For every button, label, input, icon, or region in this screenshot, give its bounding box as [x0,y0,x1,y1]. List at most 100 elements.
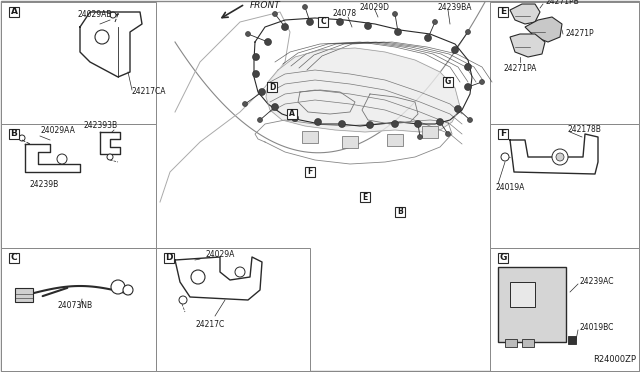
Bar [443,77,453,87]
Bar [490,124,639,248]
Circle shape [552,149,568,165]
Circle shape [417,135,422,140]
Circle shape [424,35,431,42]
Bar [498,253,508,263]
Circle shape [415,121,422,128]
Polygon shape [266,48,460,132]
Circle shape [337,19,344,26]
Circle shape [179,296,187,304]
Text: 24217CA: 24217CA [132,87,166,96]
Bar [9,253,19,263]
Text: 24029AB: 24029AB [77,10,112,19]
Circle shape [123,285,133,295]
Circle shape [465,64,472,71]
Text: G: G [445,77,451,87]
Text: 24029AA: 24029AA [40,126,76,135]
Circle shape [246,32,250,36]
Text: A: A [289,109,295,119]
Circle shape [367,122,374,128]
Polygon shape [510,34,545,57]
Text: C: C [11,253,17,263]
Circle shape [392,12,397,16]
Bar [498,267,566,342]
Circle shape [467,118,472,122]
Text: F: F [500,129,506,138]
Bar [305,167,315,177]
Bar [568,336,576,344]
Text: 24239B: 24239B [30,180,60,189]
Text: D: D [269,83,275,92]
Circle shape [111,280,125,294]
Text: 24239AC: 24239AC [580,278,614,286]
Text: 24029A: 24029A [205,250,235,259]
Circle shape [436,119,444,125]
Text: E: E [500,7,506,16]
Circle shape [259,89,266,96]
Circle shape [365,22,371,29]
Circle shape [451,46,458,54]
Circle shape [445,131,451,137]
Circle shape [394,29,401,35]
Text: 24271P: 24271P [565,29,594,38]
Circle shape [339,121,346,128]
Text: G: G [499,253,507,263]
Circle shape [235,267,245,277]
Circle shape [501,153,509,161]
Circle shape [107,154,113,160]
Circle shape [307,19,314,26]
Text: E: E [362,192,367,202]
Circle shape [433,19,438,25]
Text: 24217C: 24217C [195,320,225,329]
Text: 242178B: 242178B [568,125,602,135]
Bar [498,7,508,17]
Text: R24000ZP: R24000ZP [593,355,636,364]
Circle shape [454,106,461,112]
Text: 24073NB: 24073NB [58,301,93,310]
Text: A: A [10,7,17,16]
Circle shape [95,30,109,44]
Circle shape [392,121,399,128]
Bar [15,288,33,302]
Circle shape [465,83,472,90]
Polygon shape [525,17,562,42]
Bar [267,82,277,92]
Text: D: D [165,253,173,263]
Bar [164,253,174,263]
Circle shape [253,54,259,61]
Bar [9,7,19,17]
Circle shape [243,102,248,106]
Circle shape [303,4,307,10]
Bar [505,339,517,347]
Bar [302,131,318,143]
Bar [360,192,370,202]
Circle shape [465,29,470,35]
Circle shape [556,153,564,161]
Bar [156,248,310,371]
Bar [498,129,508,139]
Circle shape [191,270,205,284]
Circle shape [57,154,67,164]
Circle shape [253,71,259,77]
Circle shape [314,119,321,125]
Text: 242393B: 242393B [84,121,118,130]
Bar [490,2,639,124]
Circle shape [19,135,25,141]
Text: 24078: 24078 [333,10,357,19]
Circle shape [479,80,484,84]
Bar [1,248,156,371]
Bar [342,136,358,148]
Text: F: F [307,167,312,176]
Circle shape [291,115,298,122]
Bar [510,282,535,307]
Circle shape [257,118,262,122]
Text: C: C [320,17,326,26]
Bar [422,126,438,138]
Bar [387,134,403,146]
Bar [490,248,639,371]
Bar [1,124,156,248]
Text: FRONT: FRONT [250,1,281,10]
Polygon shape [510,4,540,24]
Text: B: B [397,208,403,217]
Text: 24029D: 24029D [360,3,390,12]
Bar [1,2,156,124]
